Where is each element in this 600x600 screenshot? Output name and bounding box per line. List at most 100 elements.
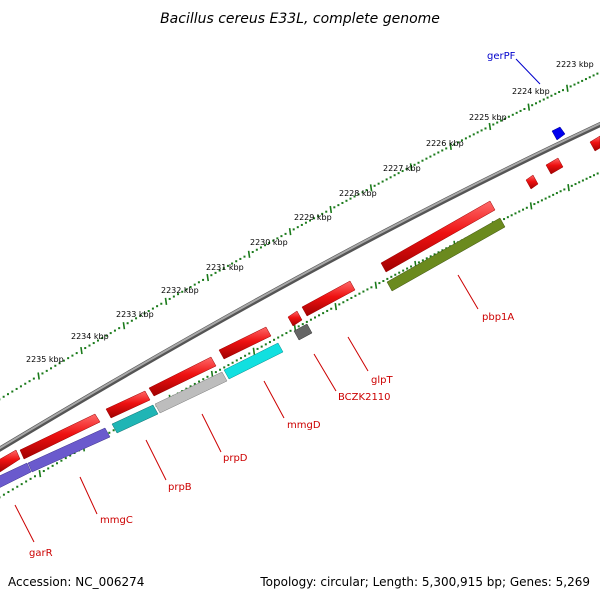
gene-label-BCZK2110[interactable]: BCZK2110 [338, 392, 391, 403]
scale-minor-dot [492, 123, 495, 126]
scale-minor-dot [410, 265, 413, 268]
scale-minor-dot [75, 352, 78, 355]
mmgC-gene[interactable] [27, 427, 111, 473]
gene-arrow[interactable] [589, 135, 600, 152]
scale-minor-dot [284, 232, 287, 235]
scale-minor-dot [561, 89, 564, 92]
scale-minor-dot [51, 464, 54, 467]
scale-minor-dot [318, 314, 321, 317]
scale-minor-dot [354, 294, 357, 297]
scale-minor-dot [268, 241, 271, 244]
gene-arrow[interactable] [0, 449, 21, 473]
scale-minor-dot [546, 96, 549, 99]
scale-minor-dot [45, 369, 48, 372]
gene-arrow[interactable] [545, 157, 564, 175]
gene-label-mmgD[interactable]: mmgD [287, 420, 321, 431]
scale-minor-dot [525, 206, 528, 209]
scale-minor-dot [337, 204, 340, 207]
scale-minor-dot [317, 215, 320, 218]
gene-arrow[interactable] [218, 326, 272, 360]
scale-minor-dot [309, 318, 312, 321]
tick-label: 2231 kbp [206, 263, 244, 272]
scale-minor-dot [480, 129, 483, 132]
scale-minor-dot [518, 210, 521, 213]
scale-minor-dot [373, 184, 376, 187]
scale-major-tick [288, 228, 292, 236]
scale-minor-dot [425, 257, 428, 260]
gene-arrow[interactable] [525, 174, 539, 190]
scale-minor-dot [198, 380, 201, 383]
BCZK2110-gene[interactable] [293, 323, 313, 341]
gene-arrow[interactable] [19, 413, 101, 460]
scale-minor-dot [322, 312, 325, 315]
scale-minor-dot [92, 342, 95, 345]
mmgD-gene[interactable] [223, 342, 284, 380]
scale-minor-dot [296, 226, 299, 229]
scale-major-tick [374, 281, 378, 289]
gene-label-prpD[interactable]: prpD [223, 453, 248, 464]
gene-arrow[interactable] [148, 356, 217, 397]
gene-arrow[interactable] [380, 200, 496, 273]
scale-minor-dot [264, 244, 267, 247]
scale-minor-dot [554, 92, 557, 95]
scale-minor-dot [577, 81, 580, 84]
reverse-strand-genes [0, 126, 566, 490]
scale-minor-dot [563, 188, 566, 191]
gene-label-pbp1A[interactable]: pbp1A [482, 312, 514, 323]
scale-minor-dot [535, 102, 538, 105]
gene-label-glpT[interactable]: glpT [371, 375, 393, 386]
scale-minor-dot [519, 109, 522, 112]
scale-minor-dot [570, 184, 573, 187]
scale-minor-dot [401, 170, 404, 173]
scale-major-tick [329, 205, 333, 214]
gene-label-mmgC[interactable]: mmgC [100, 515, 133, 526]
accession-text: Accession: NC_006274 [8, 575, 144, 589]
scale-minor-dot [305, 320, 308, 323]
gerPF-gene[interactable] [551, 126, 566, 141]
scale-minor-dot [172, 295, 175, 298]
scale-minor-dot [503, 218, 506, 221]
scale-minor-dot [592, 174, 595, 177]
scale-minor-dot [542, 98, 545, 101]
scale-minor-dot [280, 235, 283, 238]
scale-minor-dot [2, 493, 5, 496]
gene-arrow[interactable] [105, 390, 151, 419]
scale-minor-dot [468, 135, 471, 138]
scale-minor-dot [357, 193, 360, 196]
scale-minor-dot [588, 76, 591, 79]
scale-minor-dot [292, 228, 295, 231]
gene-label-garR[interactable]: garR [29, 548, 53, 559]
scale-minor-dot [472, 133, 475, 136]
scale-minor-dot [243, 255, 246, 258]
scale-minor-dot [592, 74, 595, 77]
scale-minor-dot [273, 338, 276, 341]
garR-gene[interactable] [0, 462, 32, 490]
scale-major-tick [80, 346, 83, 355]
scale-minor-dot [185, 288, 188, 291]
scale-minor-dot [429, 255, 432, 258]
scale-minor-dot [62, 359, 65, 362]
gene-label-gerPF[interactable]: gerPF [487, 51, 516, 62]
scale-minor-dot [256, 347, 259, 350]
scale-minor-dot [484, 127, 487, 130]
gene-label-prpB[interactable]: prpB [168, 482, 192, 493]
scale-minor-dot [361, 191, 364, 194]
pbp1A-gene[interactable] [386, 217, 506, 292]
scale-minor-dot [210, 274, 213, 277]
scale-minor-dot [397, 172, 400, 175]
scale-major-tick [38, 470, 42, 478]
scale-minor-dot [60, 459, 63, 462]
prpD-gene[interactable] [154, 371, 228, 414]
scale-major-tick [488, 122, 492, 131]
scale-minor-dot [365, 189, 368, 192]
scale-major-tick [247, 250, 251, 258]
scale-minor-dot [248, 352, 251, 355]
prpB-gene[interactable] [111, 404, 159, 434]
scale-minor-dot [96, 339, 99, 342]
scale-minor-dot [227, 364, 230, 367]
scale-minor-dot [389, 176, 392, 179]
scale-minor-dot [377, 182, 380, 185]
gene-arrow[interactable] [287, 310, 303, 327]
glpT-gene[interactable] [301, 280, 356, 317]
scale-minor-dot [277, 336, 280, 339]
